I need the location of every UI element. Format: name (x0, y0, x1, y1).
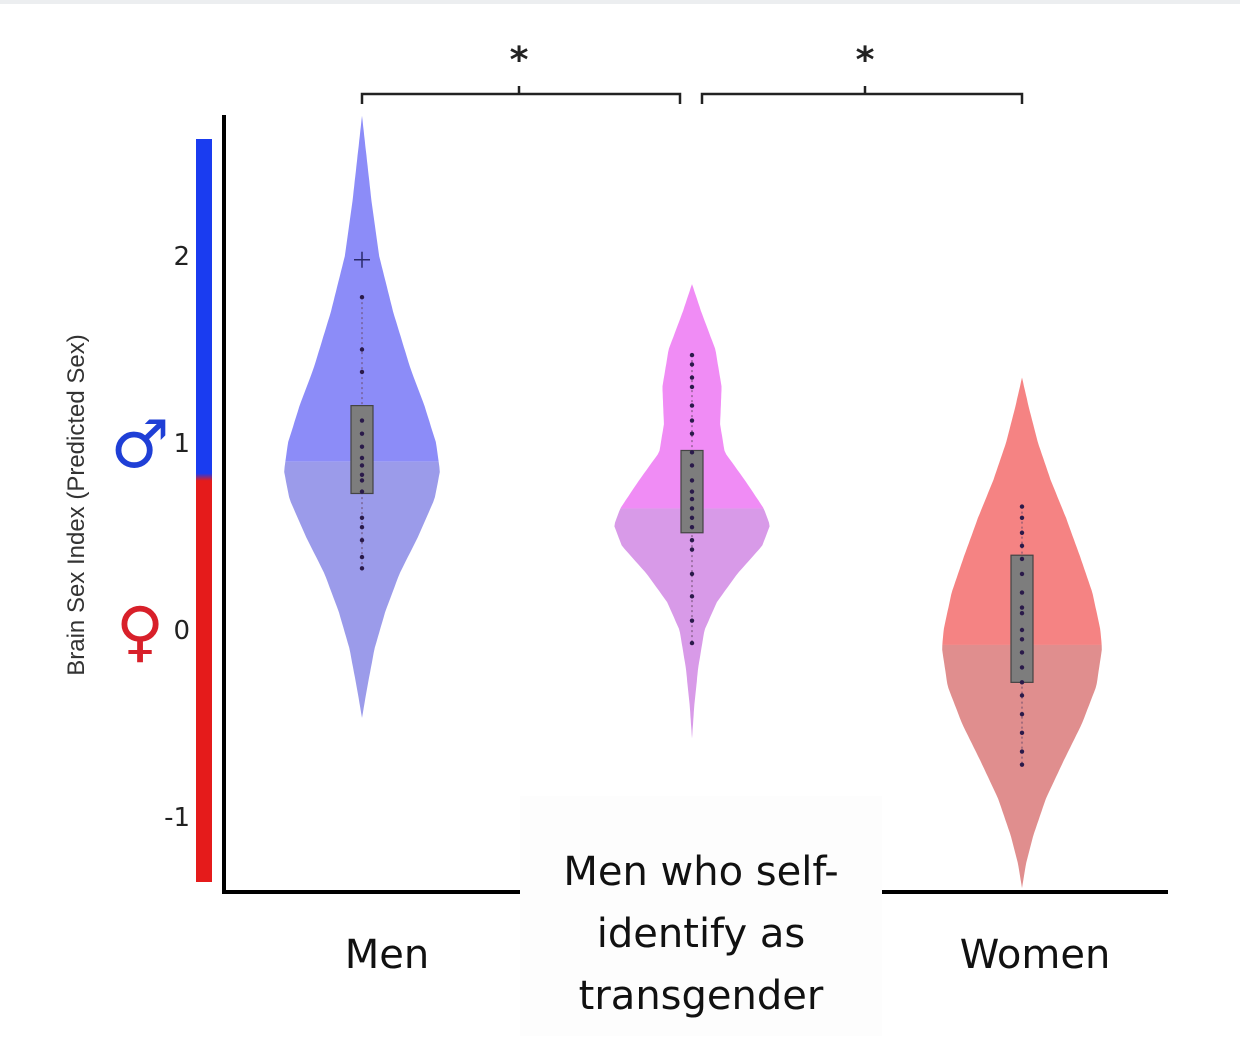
data-point (689, 375, 695, 380)
violin-lower (284, 461, 440, 718)
data-point (689, 524, 695, 530)
data-point (689, 538, 695, 543)
data-point (1019, 762, 1025, 767)
violin-group (614, 284, 770, 739)
data-point (689, 640, 695, 646)
sex-symbol-icon: ♂ (110, 406, 169, 483)
data-point (689, 431, 695, 436)
data-point (689, 478, 695, 483)
category-label-men: Men (344, 932, 430, 978)
significance-label: * (856, 40, 875, 81)
data-point (359, 418, 365, 423)
data-point (1019, 627, 1025, 633)
data-point (359, 515, 365, 520)
data-point (1019, 504, 1025, 509)
data-point (1019, 590, 1025, 595)
top-strip (0, 0, 1240, 4)
data-point (689, 594, 695, 599)
data-point (1019, 515, 1025, 520)
y-tick-label: 0 (173, 616, 190, 646)
data-point (689, 547, 695, 552)
data-point (359, 489, 365, 494)
sex-scale-bar (196, 139, 212, 882)
category-label-line: transgender (578, 973, 824, 1019)
data-point (1019, 693, 1025, 698)
data-point (689, 571, 695, 577)
data-point (689, 418, 695, 423)
category-label-line: Men who self- (563, 849, 839, 895)
data-point (689, 496, 695, 502)
category-label-background (520, 796, 882, 1036)
data-point (1019, 530, 1025, 535)
data-point (689, 362, 695, 367)
data-point (359, 566, 365, 571)
y-tick-label: 1 (173, 429, 190, 459)
y-axis-label: Brain Sex Index (Predicted Sex) (63, 334, 90, 676)
data-point (689, 403, 695, 408)
data-point (1019, 665, 1025, 670)
data-point (689, 515, 695, 520)
data-point (689, 463, 695, 468)
data-point (1019, 749, 1025, 754)
data-point (689, 489, 695, 494)
violin-group (942, 377, 1102, 889)
significance-label: * (510, 40, 529, 81)
data-point (359, 431, 365, 436)
data-point (689, 352, 695, 358)
data-point (689, 450, 695, 455)
data-point (359, 444, 365, 449)
violin-group (284, 115, 440, 718)
data-point (689, 506, 695, 511)
data-point (1019, 605, 1025, 610)
category-label-line: identify as (596, 911, 806, 957)
data-point (1019, 650, 1025, 655)
data-point (689, 618, 695, 623)
data-point (1019, 711, 1025, 717)
axes-layer: -1 0 1 2 ♂ ♀ (110, 115, 1168, 894)
data-point (359, 472, 365, 477)
data-point (1019, 556, 1025, 562)
data-point (359, 463, 365, 468)
data-point (1019, 730, 1025, 736)
violins-layer (284, 115, 1102, 889)
category-label-women: Women (959, 932, 1111, 978)
data-point (1019, 637, 1025, 642)
data-point (359, 294, 365, 300)
data-point (359, 478, 365, 483)
y-tick-label: 2 (173, 242, 190, 272)
data-point (359, 369, 365, 375)
data-point (359, 554, 365, 560)
sex-symbol-icon: ♀ (116, 593, 164, 670)
category-label-transgender: Men who self- identify as transgender (531, 841, 871, 1027)
y-tick-label: -1 (164, 803, 190, 833)
data-point (1019, 610, 1025, 616)
significance-bracket (700, 92, 1024, 104)
data-point (359, 347, 365, 352)
data-point (359, 524, 365, 530)
significance-layer: * * (360, 40, 1024, 104)
data-point (1019, 571, 1025, 577)
data-point (1019, 543, 1025, 549)
data-point (359, 538, 365, 543)
data-point (1019, 680, 1025, 685)
violin-lower (614, 508, 770, 739)
data-point (359, 455, 365, 461)
data-point (689, 384, 695, 390)
significance-bracket (360, 92, 682, 104)
